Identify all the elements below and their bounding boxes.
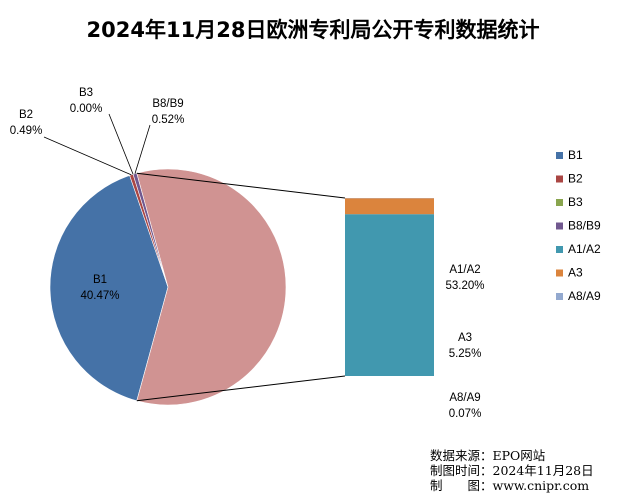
leader-line-b8-b9	[135, 125, 150, 174]
source-line-1: 数据来源：EPO网站	[430, 448, 545, 463]
bar-segment-a1-a2	[345, 214, 434, 376]
label-name-a1-a2: A1/A2	[449, 264, 480, 276]
legend-label-b8-b9: B8/B9	[568, 219, 601, 233]
legend-swatch-b8-b9	[556, 223, 563, 230]
source-line-3: 制 图：www.cnipr.com	[430, 478, 589, 493]
source-note: 数据来源：EPO网站 制图时间：2024年11月28日 制 图：www.cnip…	[430, 448, 594, 493]
label-name-a8-a9: A8/A9	[449, 392, 480, 404]
legend-swatch-b2	[556, 176, 563, 183]
bar-segment-a3	[345, 198, 434, 214]
legend: B1 B2 B3 B8/B9 A1/A2 A3 A8/A9	[556, 148, 601, 303]
source-line-2: 制图时间：2024年11月28日	[430, 463, 594, 478]
legend-label-a1-a2: A1/A2	[568, 242, 601, 256]
legend-label-b2: B2	[568, 172, 583, 186]
label-value-a3: 5.25%	[449, 348, 482, 360]
leader-line-b3	[109, 114, 133, 174]
legend-swatch-a3	[556, 270, 563, 277]
legend-label-b3: B3	[568, 195, 583, 209]
label-name-b8-b9: B8/B9	[152, 98, 183, 110]
legend-swatch-a8-a9	[556, 293, 563, 300]
legend-label-b1: B1	[568, 148, 583, 162]
label-value-b1: 40.47%	[80, 290, 119, 302]
plot-area: B1 40.47% B2 0.49% B3 0.00% B8/B9 0.52% A1/A2 53.…	[10, 87, 485, 420]
label-name-b2: B2	[19, 109, 33, 121]
label-name-b1: B1	[93, 274, 107, 286]
label-name-a3: A3	[458, 332, 472, 344]
label-value-b2: 0.49%	[10, 125, 43, 137]
label-value-b8-b9: 0.52%	[152, 114, 185, 126]
label-value-a1-a2: 53.20%	[445, 280, 484, 292]
label-value-a8-a9: 0.07%	[449, 408, 482, 420]
legend-label-a3: A3	[568, 266, 583, 280]
label-value-b3: 0.00%	[70, 103, 103, 115]
label-name-b3: B3	[79, 87, 93, 99]
leader-line-b2	[44, 137, 131, 175]
legend-swatch-b1	[556, 152, 563, 159]
legend-swatch-b3	[556, 199, 563, 206]
chart-title: 2024年11月28日欧洲专利局公开专利数据统计	[87, 18, 540, 42]
legend-label-a8-a9: A8/A9	[568, 289, 601, 303]
legend-swatch-a1-a2	[556, 246, 563, 253]
